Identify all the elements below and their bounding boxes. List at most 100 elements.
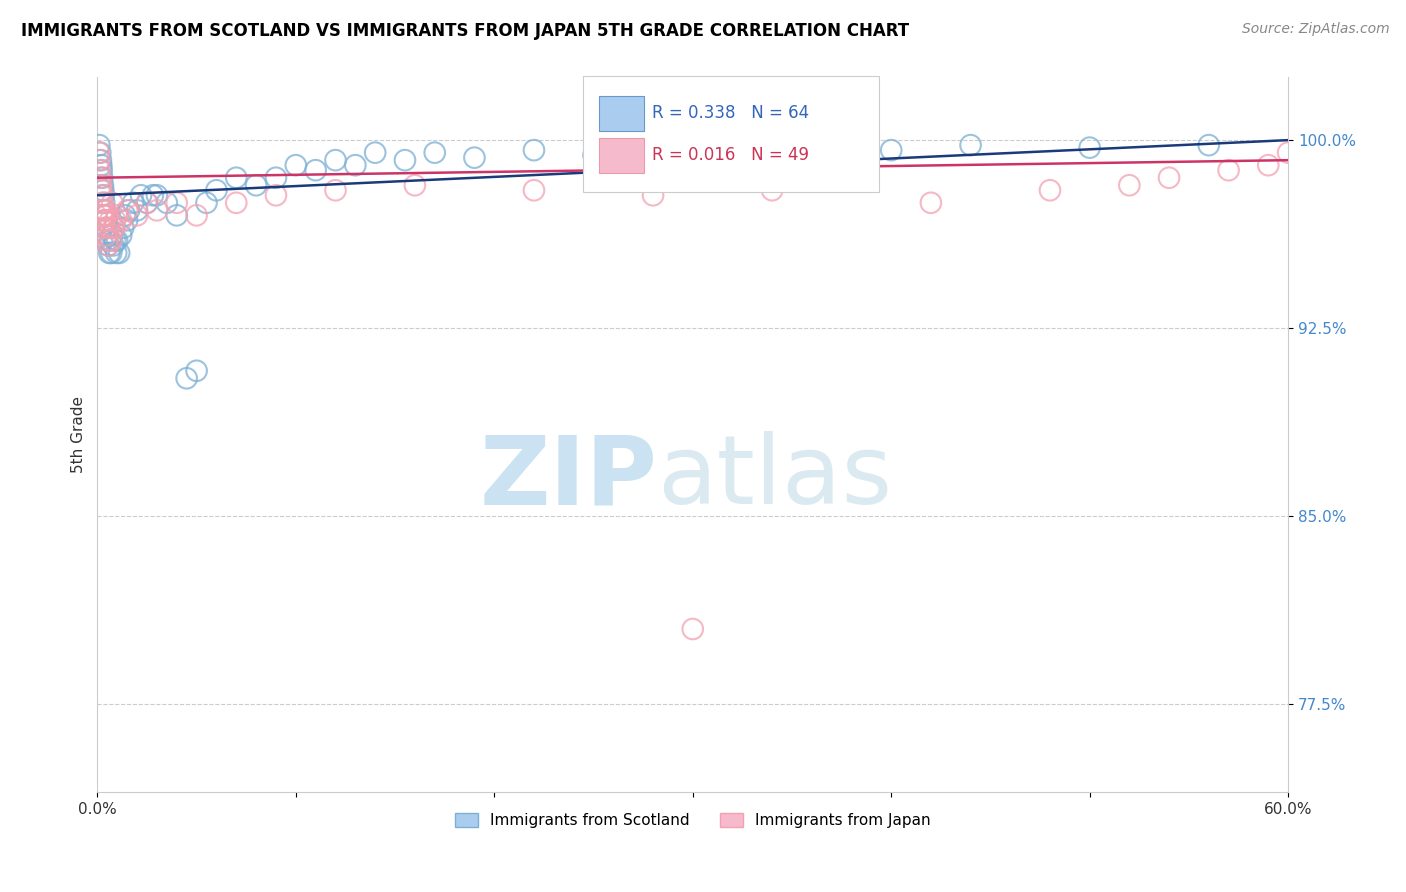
Point xyxy=(101,228,124,243)
Point xyxy=(101,195,124,210)
Point xyxy=(94,208,117,222)
Point xyxy=(94,213,117,227)
Point xyxy=(641,188,664,202)
Point xyxy=(96,228,118,243)
Point xyxy=(1218,163,1240,178)
Point xyxy=(225,170,247,185)
Point xyxy=(264,188,287,202)
Point xyxy=(98,220,121,235)
Point xyxy=(142,188,165,202)
Point xyxy=(89,163,111,178)
Point xyxy=(1277,145,1299,160)
Point xyxy=(344,158,367,172)
Text: atlas: atlas xyxy=(657,431,893,524)
Point xyxy=(1118,178,1140,193)
Point xyxy=(91,203,114,218)
Point xyxy=(1078,141,1101,155)
Point xyxy=(195,195,218,210)
Point xyxy=(115,213,138,227)
Point xyxy=(105,208,128,222)
Point xyxy=(114,208,136,222)
Point xyxy=(87,145,110,160)
Point xyxy=(136,195,159,210)
Point xyxy=(205,183,228,197)
Point xyxy=(1157,170,1180,185)
Point xyxy=(156,195,179,210)
Point xyxy=(129,188,152,202)
Point xyxy=(98,246,121,260)
Y-axis label: 5th Grade: 5th Grade xyxy=(72,396,86,473)
Point xyxy=(1257,158,1279,172)
Point xyxy=(523,143,546,157)
Point xyxy=(91,195,114,210)
Point xyxy=(1039,183,1062,197)
Point xyxy=(305,163,328,178)
Point xyxy=(146,188,169,202)
Point xyxy=(93,195,115,210)
Point xyxy=(103,238,125,252)
Legend: Immigrants from Scotland, Immigrants from Japan: Immigrants from Scotland, Immigrants fro… xyxy=(449,807,936,834)
Point xyxy=(94,220,117,235)
Point xyxy=(89,170,111,185)
Point xyxy=(146,203,169,218)
Point xyxy=(93,208,115,222)
Point xyxy=(103,220,125,235)
Point xyxy=(264,170,287,185)
Point xyxy=(122,195,145,210)
Point xyxy=(103,220,125,235)
Point xyxy=(136,195,159,210)
Point xyxy=(91,170,114,185)
Point xyxy=(176,371,198,385)
Point xyxy=(245,178,267,193)
Point xyxy=(93,213,115,227)
Point xyxy=(96,220,118,235)
Point xyxy=(100,234,122,248)
Point xyxy=(682,622,704,636)
Point xyxy=(105,234,128,248)
Point xyxy=(104,234,127,248)
Point xyxy=(186,364,208,378)
Point xyxy=(166,195,188,210)
Point xyxy=(96,234,118,248)
Point xyxy=(96,228,118,243)
Point xyxy=(325,183,347,197)
Point xyxy=(115,203,138,218)
Point xyxy=(100,246,122,260)
Text: ZIP: ZIP xyxy=(479,431,657,524)
Point xyxy=(103,220,125,235)
Point xyxy=(404,178,426,193)
Point xyxy=(105,246,128,260)
Text: IMMIGRANTS FROM SCOTLAND VS IMMIGRANTS FROM JAPAN 5TH GRADE CORRELATION CHART: IMMIGRANTS FROM SCOTLAND VS IMMIGRANTS F… xyxy=(21,22,910,40)
Point xyxy=(90,163,112,178)
Point xyxy=(94,203,117,218)
Point xyxy=(721,145,744,160)
Point xyxy=(98,213,121,227)
Point xyxy=(93,188,115,202)
Text: R = 0.338   N = 64: R = 0.338 N = 64 xyxy=(652,104,810,122)
Point xyxy=(166,208,188,222)
Point xyxy=(125,203,148,218)
Text: R = 0.016   N = 49: R = 0.016 N = 49 xyxy=(652,146,810,164)
Point xyxy=(761,183,783,197)
Point xyxy=(880,143,903,157)
Point xyxy=(641,141,664,155)
Point xyxy=(1198,138,1220,153)
Point xyxy=(90,158,112,172)
Point xyxy=(108,246,131,260)
Point xyxy=(364,145,387,160)
Point xyxy=(90,153,112,168)
Point xyxy=(97,238,120,252)
Point xyxy=(91,208,114,222)
Point xyxy=(325,153,347,168)
Point xyxy=(98,234,121,248)
Point xyxy=(225,195,247,210)
Point xyxy=(284,158,307,172)
Point xyxy=(96,208,118,222)
Point xyxy=(91,183,114,197)
Point xyxy=(94,203,117,218)
Point xyxy=(118,203,141,218)
Point xyxy=(186,208,208,222)
Point xyxy=(523,183,546,197)
Point xyxy=(89,138,111,153)
Point xyxy=(110,213,132,227)
